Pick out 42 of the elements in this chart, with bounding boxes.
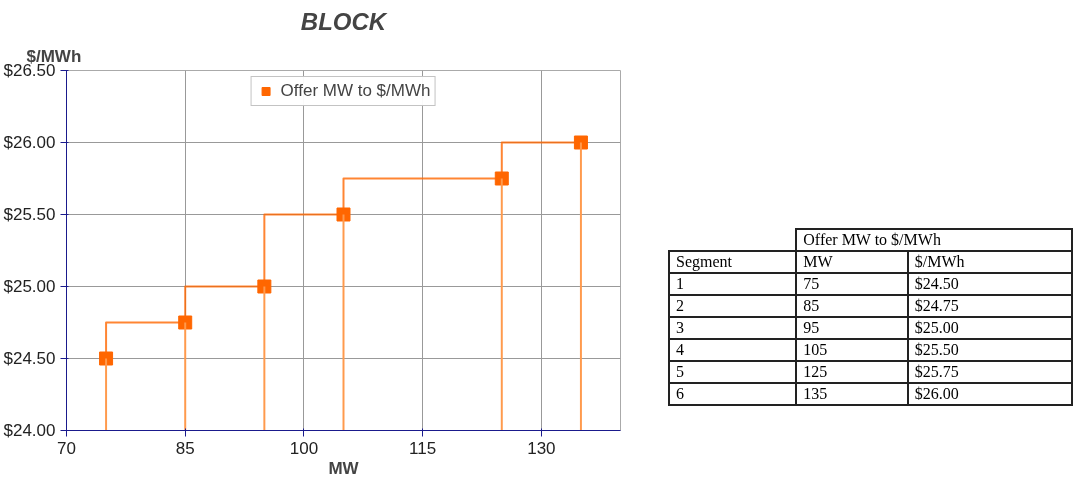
point bbox=[336, 207, 351, 222]
point bbox=[99, 351, 114, 366]
x-tick-label: 115 bbox=[409, 438, 437, 458]
text: $26.00 bbox=[914, 385, 959, 402]
text: $/MWh bbox=[907, 251, 1072, 273]
text: 2 bbox=[669, 295, 797, 317]
text: 3 bbox=[669, 317, 797, 339]
text: 135 bbox=[796, 383, 908, 405]
point bbox=[494, 171, 509, 186]
text: Segment bbox=[669, 251, 797, 273]
point bbox=[573, 135, 588, 150]
text: $25.50 bbox=[914, 341, 959, 358]
point bbox=[178, 315, 193, 330]
text: $24.75 bbox=[914, 297, 959, 314]
x-tick-label: 100 bbox=[289, 438, 319, 458]
text: $24.50 bbox=[914, 275, 959, 292]
text: Offer MW to $/MWh bbox=[796, 229, 1072, 251]
text: 85 bbox=[796, 295, 908, 317]
x-tick-label: 70 bbox=[57, 438, 76, 458]
x-axis-title: MW bbox=[328, 458, 360, 478]
chart-title: BLOCK bbox=[300, 7, 388, 35]
legend-label: Offer MW to $/MWh bbox=[280, 81, 431, 101]
x-tick-label: 85 bbox=[175, 438, 195, 458]
text: $25.75 bbox=[914, 363, 959, 380]
text: 4 bbox=[669, 339, 797, 361]
text: 6 bbox=[669, 383, 797, 405]
y-tick-label: $25.50 bbox=[3, 205, 56, 224]
text: $25.00 bbox=[914, 319, 959, 336]
text: 125 bbox=[796, 361, 908, 383]
text: 105 bbox=[796, 339, 908, 361]
y-tick-label: $24.00 bbox=[3, 421, 56, 440]
text: 1 bbox=[669, 273, 797, 295]
point bbox=[257, 279, 272, 294]
x-tick-label: 130 bbox=[527, 438, 556, 458]
y-tick-label: $24.50 bbox=[3, 349, 56, 368]
y-tick-label: $25.00 bbox=[3, 277, 56, 296]
y-tick-label: $26.50 bbox=[3, 61, 56, 80]
text: 95 bbox=[796, 317, 908, 339]
y-tick-label: $26.00 bbox=[3, 133, 56, 152]
text: MW bbox=[796, 251, 908, 273]
text: 5 bbox=[669, 361, 797, 383]
text: 75 bbox=[796, 273, 908, 295]
